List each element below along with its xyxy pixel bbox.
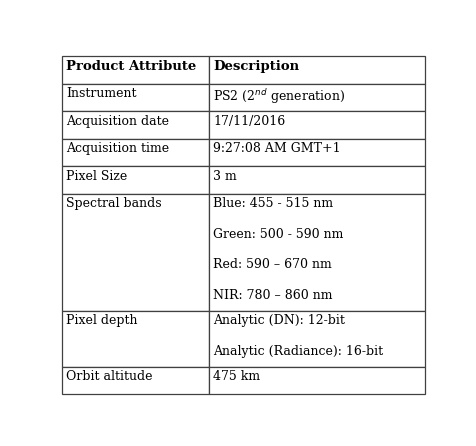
Bar <box>62 84 209 111</box>
Text: 3 m: 3 m <box>213 169 237 182</box>
Bar <box>62 111 209 139</box>
Text: Acquisition date: Acquisition date <box>66 115 169 128</box>
Text: PS2 (2$^{nd}$ generation): PS2 (2$^{nd}$ generation) <box>213 87 345 106</box>
Text: Analytic (Radiance): 16-bit: Analytic (Radiance): 16-bit <box>213 345 383 358</box>
Bar <box>62 166 209 194</box>
Text: Acquisition time: Acquisition time <box>66 142 169 155</box>
Text: Green: 500 - 590 nm: Green: 500 - 590 nm <box>213 228 344 241</box>
Bar <box>62 194 209 311</box>
Text: Pixel Size: Pixel Size <box>66 169 128 182</box>
Text: 9:27:08 AM GMT+1: 9:27:08 AM GMT+1 <box>213 142 341 155</box>
Text: Analytic (DN): 12-bit: Analytic (DN): 12-bit <box>213 314 345 327</box>
Text: Product Attribute: Product Attribute <box>66 60 197 73</box>
Bar <box>209 111 426 139</box>
Bar <box>209 166 426 194</box>
Bar <box>62 139 209 166</box>
Text: Instrument: Instrument <box>66 87 137 100</box>
Bar <box>62 367 209 394</box>
Text: Spectral bands: Spectral bands <box>66 197 162 210</box>
Text: Description: Description <box>213 60 299 73</box>
Bar <box>209 56 426 84</box>
Bar <box>209 194 426 311</box>
Text: Pixel depth: Pixel depth <box>66 314 138 327</box>
Bar <box>209 139 426 166</box>
Text: Red: 590 – 670 nm: Red: 590 – 670 nm <box>213 258 332 271</box>
Text: 475 km: 475 km <box>213 370 260 383</box>
Bar <box>62 56 209 84</box>
Text: NIR: 780 – 860 nm: NIR: 780 – 860 nm <box>213 289 333 302</box>
Bar <box>209 367 426 394</box>
Bar <box>209 311 426 367</box>
Bar <box>209 84 426 111</box>
Text: Blue: 455 - 515 nm: Blue: 455 - 515 nm <box>213 197 333 210</box>
Bar <box>62 311 209 367</box>
Text: Orbit altitude: Orbit altitude <box>66 370 153 383</box>
Text: 17/11/2016: 17/11/2016 <box>213 115 286 128</box>
